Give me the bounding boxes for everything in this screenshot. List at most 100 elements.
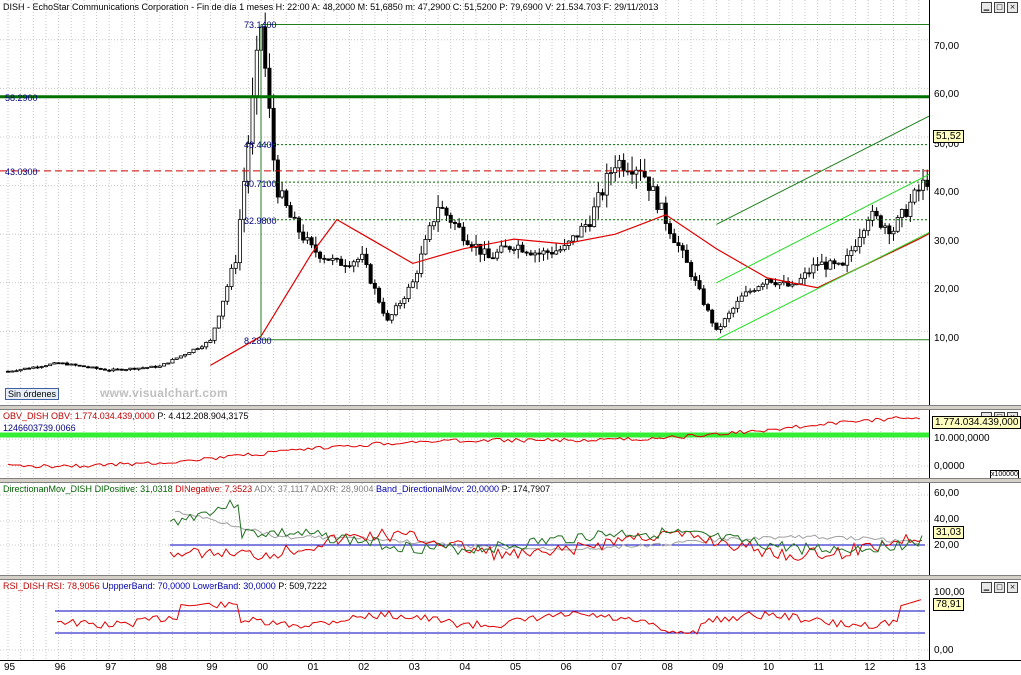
candle-body bbox=[347, 265, 352, 268]
candle-body bbox=[773, 282, 778, 286]
candle-body bbox=[136, 367, 141, 370]
rsi-y-tick: 0,00 bbox=[934, 645, 954, 656]
x-tick-label: 07 bbox=[611, 662, 623, 673]
candle-body bbox=[65, 362, 70, 366]
candle-body bbox=[651, 186, 656, 191]
x-tick-label: 99 bbox=[206, 662, 218, 673]
candle-body bbox=[811, 264, 816, 274]
candle-body bbox=[195, 348, 200, 350]
candle-body bbox=[149, 365, 154, 368]
candle-body bbox=[895, 217, 900, 232]
x-tick-label: 97 bbox=[105, 662, 117, 673]
x-tick-label: 13 bbox=[914, 662, 926, 673]
candle-body bbox=[899, 209, 904, 218]
last-price-box: 51,52 bbox=[933, 130, 965, 143]
candle-body bbox=[861, 230, 866, 238]
candle-body bbox=[465, 240, 470, 245]
candle-body bbox=[608, 172, 613, 175]
pane-splitter[interactable] bbox=[0, 575, 1021, 580]
pane-splitter[interactable] bbox=[0, 405, 1021, 410]
candle-body bbox=[301, 231, 306, 241]
candle-body bbox=[802, 272, 807, 279]
candle-body bbox=[541, 250, 546, 255]
candle-body bbox=[925, 179, 929, 187]
candle-body bbox=[457, 223, 462, 228]
candle-body bbox=[292, 216, 297, 219]
pane-minimize-button[interactable]: ▁ bbox=[981, 582, 992, 593]
pane-close-button[interactable]: × bbox=[1007, 2, 1018, 13]
candle-body bbox=[870, 210, 875, 221]
x-axis bbox=[0, 660, 1021, 675]
candle-body bbox=[326, 258, 331, 261]
candle-body bbox=[710, 309, 715, 324]
pane-maximize-button[interactable]: □ bbox=[994, 2, 1005, 13]
candle-body bbox=[322, 257, 327, 260]
candle-body bbox=[52, 362, 57, 365]
candle-body bbox=[436, 207, 441, 223]
pane-minimize-button[interactable]: ▁ bbox=[981, 2, 992, 13]
candle-body bbox=[883, 225, 888, 228]
pane-maximize-button[interactable]: □ bbox=[994, 582, 1005, 593]
candle-body bbox=[73, 363, 78, 366]
candle-body bbox=[381, 301, 386, 314]
candle-body bbox=[452, 221, 457, 224]
price-axis[interactable]: ▁ □ × 70,00 60,00 50,00 40,00 30,00 20,0… bbox=[929, 0, 1021, 405]
candle-body bbox=[419, 253, 424, 274]
y-tick: 30,00 bbox=[934, 236, 960, 247]
candle-body bbox=[162, 363, 167, 367]
dm-y-tick: 20,00 bbox=[934, 540, 960, 551]
rsi-last-box: 78,91 bbox=[933, 598, 965, 611]
rsi-pane[interactable]: RSI_DISH RSI: 78,9056 UppperBand: 70,000… bbox=[0, 580, 929, 660]
x-tick-label: 05 bbox=[510, 662, 522, 673]
candle-body bbox=[191, 348, 196, 353]
candle-body bbox=[339, 258, 344, 266]
sin-ordenes-badge[interactable]: Sin órdenes bbox=[5, 388, 60, 400]
dm-pane[interactable]: DirectionanMov_DISH DIPositive: 31,0318 … bbox=[0, 483, 929, 575]
candle-body bbox=[908, 201, 913, 217]
candle-body bbox=[642, 170, 647, 178]
pane-splitter[interactable] bbox=[0, 478, 1021, 483]
channel-line-bottom bbox=[716, 232, 929, 341]
candle-body bbox=[6, 370, 11, 373]
candle-body bbox=[343, 265, 348, 267]
candle-body bbox=[90, 366, 95, 369]
candle-body bbox=[921, 179, 926, 191]
candle-body bbox=[318, 251, 323, 259]
obv-axis[interactable]: ▁ □ × 1.774.034.439,000 10.000,0000 0,00… bbox=[929, 410, 1021, 478]
x-tick-label: 06 bbox=[560, 662, 572, 673]
obv-pane[interactable]: OBV_DISH OBV: 1.774.034.439,0000 P: 4.41… bbox=[0, 410, 929, 478]
dm-y-tick: 60,00 bbox=[934, 488, 960, 499]
candle-body bbox=[887, 225, 892, 235]
candle-body bbox=[697, 280, 702, 290]
candle-body bbox=[752, 290, 757, 292]
candle-body bbox=[579, 225, 584, 238]
candle-body bbox=[558, 249, 563, 252]
pane-close-button[interactable]: × bbox=[1007, 582, 1018, 593]
candle-body bbox=[296, 217, 301, 233]
candle-body bbox=[39, 366, 44, 368]
dm-axis[interactable]: 60,00 40,00 31,03 20,00 bbox=[929, 483, 1021, 575]
candle-body bbox=[604, 173, 609, 196]
candle-body bbox=[824, 261, 829, 270]
rsi-header: RSI_DISH RSI: 78,9056 UppperBand: 70,000… bbox=[3, 581, 327, 591]
x-tick-label: 08 bbox=[661, 662, 673, 673]
candle-body bbox=[94, 366, 99, 369]
candle-body bbox=[714, 322, 719, 330]
candle-body bbox=[743, 291, 748, 297]
candle-body bbox=[680, 245, 685, 251]
price-pane[interactable]: DISH - EchoStar Communications Corporati… bbox=[0, 0, 929, 405]
candle-body bbox=[166, 362, 171, 365]
pane-buttons: ▁ □ × bbox=[981, 2, 1018, 13]
candle-body bbox=[81, 365, 86, 368]
candle-body bbox=[132, 367, 137, 370]
candle-body bbox=[621, 159, 626, 172]
candle-body bbox=[701, 288, 706, 305]
rsi-axis[interactable]: ▁ □ × 100,00 78,91 0,00 bbox=[929, 580, 1021, 660]
candle-body bbox=[537, 252, 542, 255]
y-tick: 20,00 bbox=[934, 284, 960, 295]
candle-body bbox=[377, 287, 382, 303]
candle-body bbox=[874, 210, 879, 217]
candle-body bbox=[115, 368, 120, 371]
candle-body bbox=[364, 253, 369, 265]
candle-body bbox=[634, 169, 639, 175]
